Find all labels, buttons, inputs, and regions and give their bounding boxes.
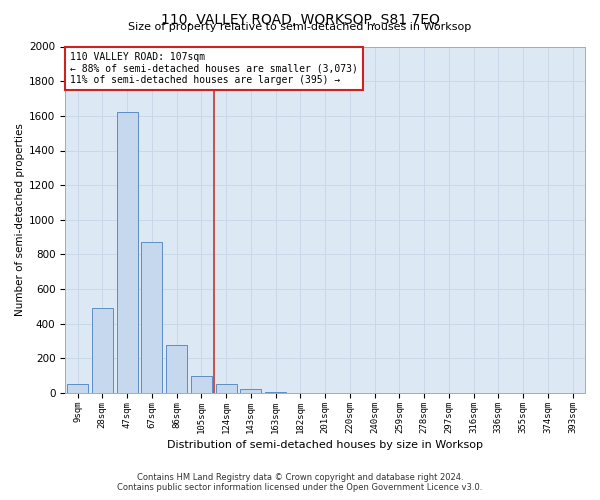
Text: Size of property relative to semi-detached houses in Worksop: Size of property relative to semi-detach… — [128, 22, 472, 32]
Bar — [215, 384, 236, 393]
Text: 110 VALLEY ROAD: 107sqm
← 88% of semi-detached houses are smaller (3,073)
11% of: 110 VALLEY ROAD: 107sqm ← 88% of semi-de… — [70, 52, 358, 85]
Text: Contains HM Land Registry data © Crown copyright and database right 2024.
Contai: Contains HM Land Registry data © Crown c… — [118, 473, 482, 492]
Bar — [67, 384, 88, 393]
Y-axis label: Number of semi-detached properties: Number of semi-detached properties — [15, 124, 25, 316]
Bar — [141, 242, 163, 393]
Bar — [166, 344, 187, 393]
Bar — [265, 392, 286, 393]
Bar — [191, 376, 212, 393]
X-axis label: Distribution of semi-detached houses by size in Worksop: Distribution of semi-detached houses by … — [167, 440, 483, 450]
Bar — [116, 112, 137, 393]
Text: 110, VALLEY ROAD, WORKSOP, S81 7EQ: 110, VALLEY ROAD, WORKSOP, S81 7EQ — [161, 12, 439, 26]
Bar — [240, 389, 262, 393]
Bar — [92, 308, 113, 393]
